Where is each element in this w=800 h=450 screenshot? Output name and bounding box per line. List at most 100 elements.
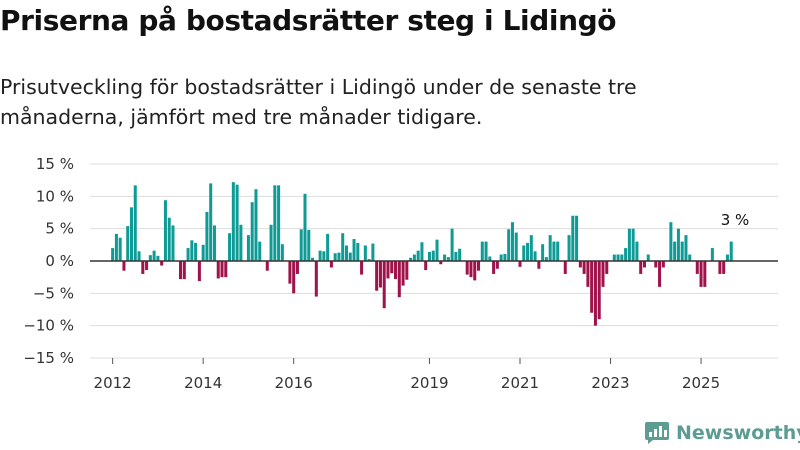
- bar: [239, 224, 243, 261]
- bar: [295, 261, 299, 274]
- bar: [473, 261, 477, 281]
- bar: [616, 254, 620, 261]
- bar: [280, 244, 284, 261]
- bar: [216, 261, 220, 279]
- bar: [288, 261, 292, 284]
- bar: [329, 261, 333, 268]
- bar: [231, 182, 235, 261]
- bar: [273, 185, 277, 261]
- bar: [390, 261, 394, 274]
- bar: [363, 245, 367, 261]
- bar: [556, 241, 560, 261]
- bar: [265, 261, 269, 271]
- bar: [431, 250, 435, 261]
- bar: [435, 239, 439, 261]
- bar: [582, 261, 586, 274]
- bar: [458, 248, 462, 261]
- bar: [292, 261, 296, 294]
- bar: [386, 261, 390, 279]
- bar: [480, 241, 484, 261]
- bar: [401, 261, 405, 286]
- bar: [541, 244, 545, 261]
- bar: [179, 261, 183, 280]
- bar: [163, 200, 167, 261]
- bar: [669, 222, 673, 261]
- bar: [439, 261, 443, 265]
- bar: [141, 261, 145, 274]
- annotation-label: 3 %: [721, 211, 750, 229]
- bar: [209, 183, 213, 261]
- bar: [201, 244, 205, 261]
- bar: [171, 225, 175, 261]
- bar: [658, 261, 662, 287]
- bar: [688, 254, 692, 261]
- bar: [510, 222, 514, 261]
- x-tick-label: 2025: [682, 374, 720, 392]
- bar: [167, 217, 171, 261]
- bar: [303, 193, 307, 261]
- bar: [654, 261, 658, 268]
- bar: [590, 261, 594, 313]
- bar: [710, 248, 714, 261]
- bar: [593, 261, 597, 326]
- bar: [680, 241, 684, 261]
- bar: [337, 252, 341, 261]
- bar: [318, 250, 322, 261]
- bar: [695, 261, 699, 274]
- bar: [194, 242, 198, 261]
- bar: [224, 261, 228, 278]
- bar: [631, 228, 635, 261]
- bar: [529, 235, 533, 261]
- y-tick-label: −10 %: [23, 317, 74, 335]
- bar: [597, 261, 601, 320]
- bar: [382, 261, 386, 309]
- bar: [409, 257, 413, 261]
- y-tick-label: 5 %: [45, 220, 74, 238]
- bar: [205, 211, 209, 261]
- bar: [254, 189, 258, 261]
- x-tick-label: 2014: [184, 374, 222, 392]
- bar: [522, 245, 526, 261]
- bar: [326, 233, 330, 261]
- bar: [499, 254, 503, 261]
- bar: [567, 235, 571, 261]
- bar: [299, 229, 303, 261]
- bar: [586, 261, 590, 287]
- bar: [620, 254, 624, 261]
- bar: [424, 261, 428, 271]
- bar: [235, 184, 239, 261]
- bar: [397, 261, 401, 298]
- bar: [129, 207, 133, 261]
- bar: [220, 261, 224, 278]
- bar: [518, 261, 522, 267]
- newsworthy-logo: Newsworthy: [644, 421, 800, 445]
- bar: [412, 254, 416, 261]
- bar: [145, 261, 149, 271]
- y-tick-label: 15 %: [36, 155, 74, 173]
- bar: [137, 251, 141, 261]
- bar: [503, 253, 507, 261]
- bar: [722, 261, 726, 274]
- bar: [371, 243, 375, 261]
- x-tick-label: 2012: [94, 374, 132, 392]
- bar: [197, 261, 201, 282]
- bar: [118, 237, 122, 261]
- bar: [311, 257, 315, 261]
- x-tick-label: 2016: [275, 374, 313, 392]
- bar: [314, 261, 318, 297]
- bar: [642, 261, 646, 268]
- bar: [114, 233, 118, 261]
- bar: [699, 261, 703, 287]
- x-tick-label: 2019: [410, 374, 448, 392]
- x-tick-label: 2021: [501, 374, 539, 392]
- bar: [605, 261, 609, 274]
- bar: [111, 248, 115, 261]
- bar: [537, 261, 541, 269]
- bar: [416, 250, 420, 261]
- bar: [492, 261, 496, 274]
- bar: [182, 261, 186, 280]
- bar: [427, 251, 431, 261]
- bar: [228, 233, 232, 261]
- bar: [718, 261, 722, 274]
